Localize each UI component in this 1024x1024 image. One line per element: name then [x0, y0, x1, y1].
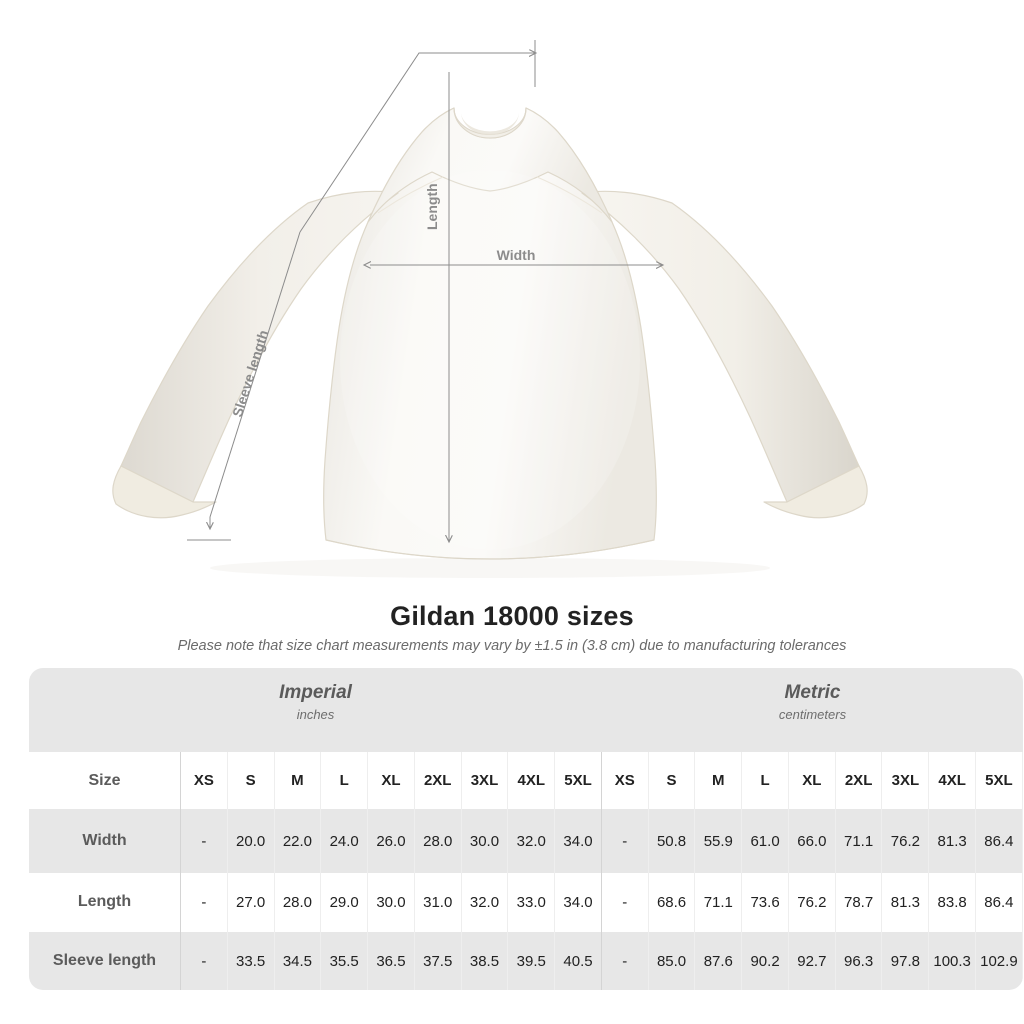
svg-text:Width: Width [497, 247, 536, 263]
svg-text:Length: Length [424, 183, 440, 230]
